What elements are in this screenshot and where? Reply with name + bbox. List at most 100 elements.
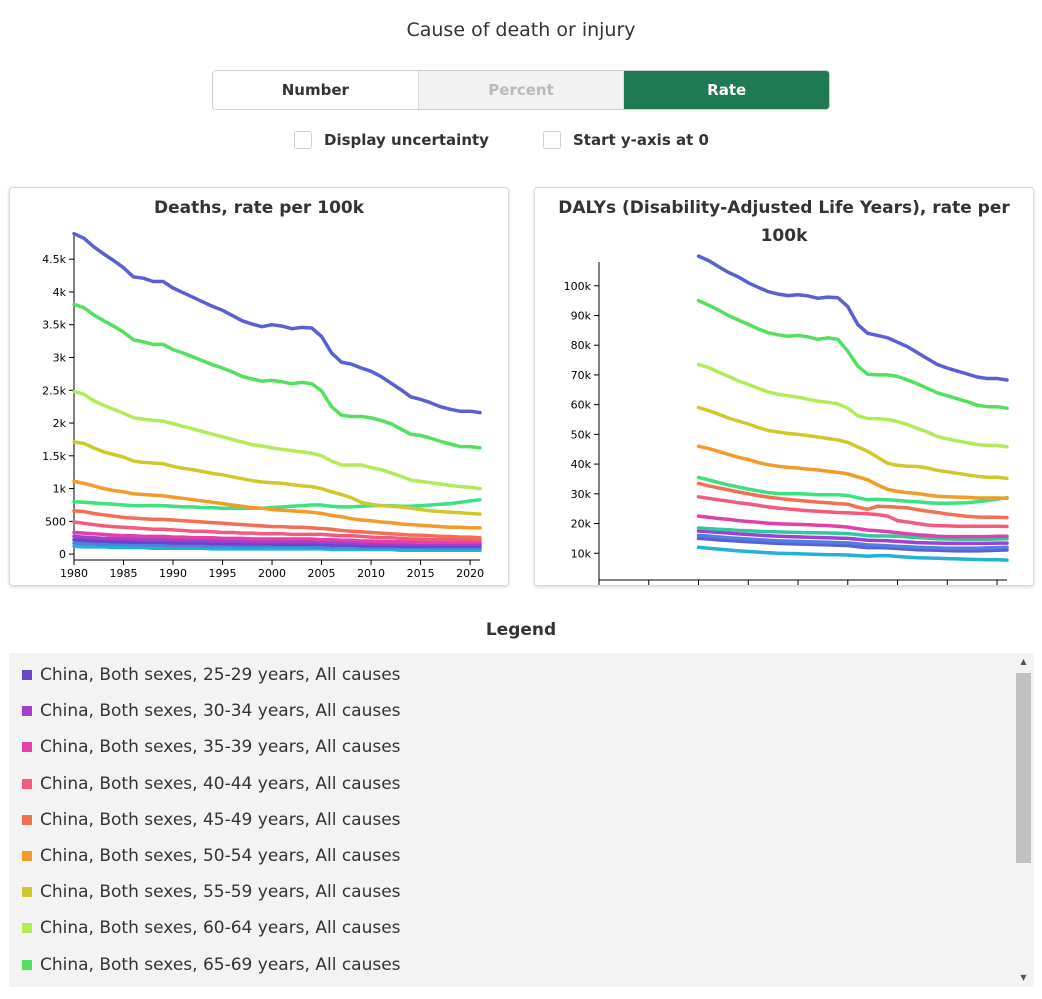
x-tick-label: 2015 [407, 567, 435, 580]
x-tick-label: 1995 [209, 567, 237, 580]
y-tick-label: 1.5k [42, 450, 66, 463]
series-line[interactable] [696, 495, 1009, 529]
series-line[interactable] [696, 475, 1009, 506]
series-line[interactable] [72, 440, 482, 516]
y-tick-label: 3.5k [42, 319, 66, 332]
legend-title: Legend [485, 620, 557, 640]
scroll-down-icon[interactable]: ▼ [1020, 973, 1027, 982]
series-line[interactable] [72, 497, 482, 510]
x-tick-label: 2020 [456, 567, 484, 580]
y-tick-label: 90k [571, 309, 592, 322]
legend-swatch [22, 778, 32, 789]
deaths-chart-panel: Deaths, rate per 100k 0 500 1k 1.5k 2k 2.5k 3k… [9, 187, 509, 586]
legend-label: China, Both sexes, 60-64 years, All caus… [40, 918, 401, 939]
legend-item[interactable]: China, Both sexes, 55-59 years, All caus… [22, 881, 401, 903]
page-title: Cause of death or injury [406, 19, 636, 41]
legend-item[interactable]: China, Both sexes, 40-44 years, All caus… [22, 773, 401, 795]
legend-label: China, Both sexes, 45-49 years, All caus… [40, 809, 401, 830]
display-uncertainty-checkbox[interactable] [294, 131, 312, 149]
series-line[interactable] [72, 231, 482, 415]
scrollbar-thumb[interactable] [1016, 673, 1031, 863]
series-line[interactable] [72, 389, 482, 491]
dalys-chart-title: DALYs (Disability-Adjusted Life Years), … [558, 198, 1010, 246]
legend-label: China, Both sexes, 65-69 years, All caus… [40, 954, 401, 975]
series-line[interactable] [696, 298, 1009, 410]
start-y-axis-zero-label: Start y-axis at 0 [573, 131, 709, 149]
dalys-chart-panel: DALYs (Disability-Adjusted Life Years), … [534, 187, 1034, 586]
legend-item[interactable]: China, Both sexes, 25-29 years, All caus… [22, 664, 401, 686]
legend-swatch [22, 959, 32, 970]
legend-swatch [22, 706, 32, 717]
number-button[interactable]: Number [213, 71, 419, 109]
x-tick-label: 1980 [60, 567, 88, 580]
series-line[interactable] [696, 514, 1009, 539]
y-tick-label: 80k [571, 339, 592, 352]
series-line[interactable] [696, 405, 1009, 481]
series-line[interactable] [72, 479, 482, 530]
series-line[interactable] [72, 530, 482, 545]
legend-item[interactable]: China, Both sexes, 65-69 years, All caus… [22, 954, 401, 976]
series-line[interactable] [72, 509, 482, 540]
rate-button[interactable]: Rate [624, 71, 829, 109]
series-line[interactable] [696, 362, 1009, 449]
start-y-axis-zero-option[interactable]: Start y-axis at 0 [543, 131, 709, 149]
x-tick-label: 2005 [308, 567, 336, 580]
y-tick-label: 2k [53, 417, 67, 430]
metric-toggle: Number Percent Rate [212, 70, 830, 110]
legend-list: China, Both sexes, 25-29 years, All caus… [9, 653, 1034, 987]
series-line[interactable] [72, 537, 482, 548]
legend-swatch [22, 851, 32, 861]
series-line[interactable] [696, 536, 1009, 553]
series-line[interactable] [696, 545, 1009, 562]
display-uncertainty-label: Display uncertainty [324, 131, 489, 149]
y-tick-label: 1k [53, 483, 67, 496]
y-tick-label: 30k [571, 488, 592, 501]
series-line[interactable] [72, 534, 482, 547]
legend-label: China, Both sexes, 30-34 years, All caus… [40, 701, 401, 722]
legend-swatch [22, 923, 32, 934]
legend-label: China, Both sexes, 40-44 years, All caus… [40, 773, 401, 794]
y-tick-label: 40k [571, 458, 592, 471]
series-line[interactable] [72, 544, 482, 552]
deaths-chart-title: Deaths, rate per 100k [153, 198, 365, 218]
series-line[interactable] [696, 481, 1009, 520]
legend-swatch [22, 887, 32, 898]
legend-item[interactable]: China, Both sexes, 30-34 years, All caus… [22, 700, 401, 722]
display-uncertainty-option[interactable]: Display uncertainty [294, 131, 489, 149]
y-tick-label: 4k [53, 286, 67, 299]
x-tick-label: 1985 [110, 567, 138, 580]
series-group [72, 231, 482, 552]
series-line[interactable] [696, 526, 1009, 542]
legend-scrollbar[interactable]: ▲ ▼ [1014, 655, 1033, 985]
percent-button[interactable]: Percent [418, 71, 625, 109]
series-line[interactable] [696, 444, 1009, 501]
start-y-axis-zero-checkbox[interactable] [543, 131, 561, 149]
legend-item[interactable]: China, Both sexes, 35-39 years, All caus… [22, 736, 401, 758]
y-tick-label: 0 [59, 548, 66, 561]
series-line[interactable] [72, 302, 482, 450]
y-tick-label: 100k [564, 280, 592, 293]
y-tick-label: 10k [571, 547, 592, 560]
legend-item[interactable]: China, Both sexes, 50-54 years, All caus… [22, 845, 401, 867]
legend-label: China, Both sexes, 55-59 years, All caus… [40, 882, 401, 903]
series-line[interactable] [696, 533, 1009, 550]
dalys-chart: 10k20k30k40k50k60k70k80k90k100k198019851… [564, 254, 1009, 585]
legend-swatch [22, 670, 32, 680]
y-tick-label: 20k [571, 518, 592, 531]
legend-item[interactable]: China, Both sexes, 45-49 years, All caus… [22, 809, 401, 831]
series-line[interactable] [696, 529, 1009, 546]
scroll-up-icon[interactable]: ▲ [1020, 657, 1027, 666]
x-tick-label: 2000 [258, 567, 286, 580]
axes: 10k20k30k40k50k60k70k80k90k100k198019851… [564, 262, 1007, 585]
y-tick-label: 4.5k [42, 253, 66, 266]
series-line[interactable] [72, 520, 482, 542]
legend-item[interactable]: China, Both sexes, 60-64 years, All caus… [22, 917, 401, 939]
x-tick-label: 2010 [357, 567, 385, 580]
series-group [696, 254, 1009, 562]
y-tick-label: 70k [571, 369, 592, 382]
x-tick-label: 1990 [159, 567, 187, 580]
deaths-chart: 0 500 1k 1.5k 2k 2.5k 3k 3.5k 4k 4.5k 1980 1985 1990… [42, 231, 484, 580]
y-tick-label: 2.5k [42, 384, 66, 397]
legend-swatch [22, 742, 32, 753]
series-line[interactable] [696, 254, 1009, 382]
